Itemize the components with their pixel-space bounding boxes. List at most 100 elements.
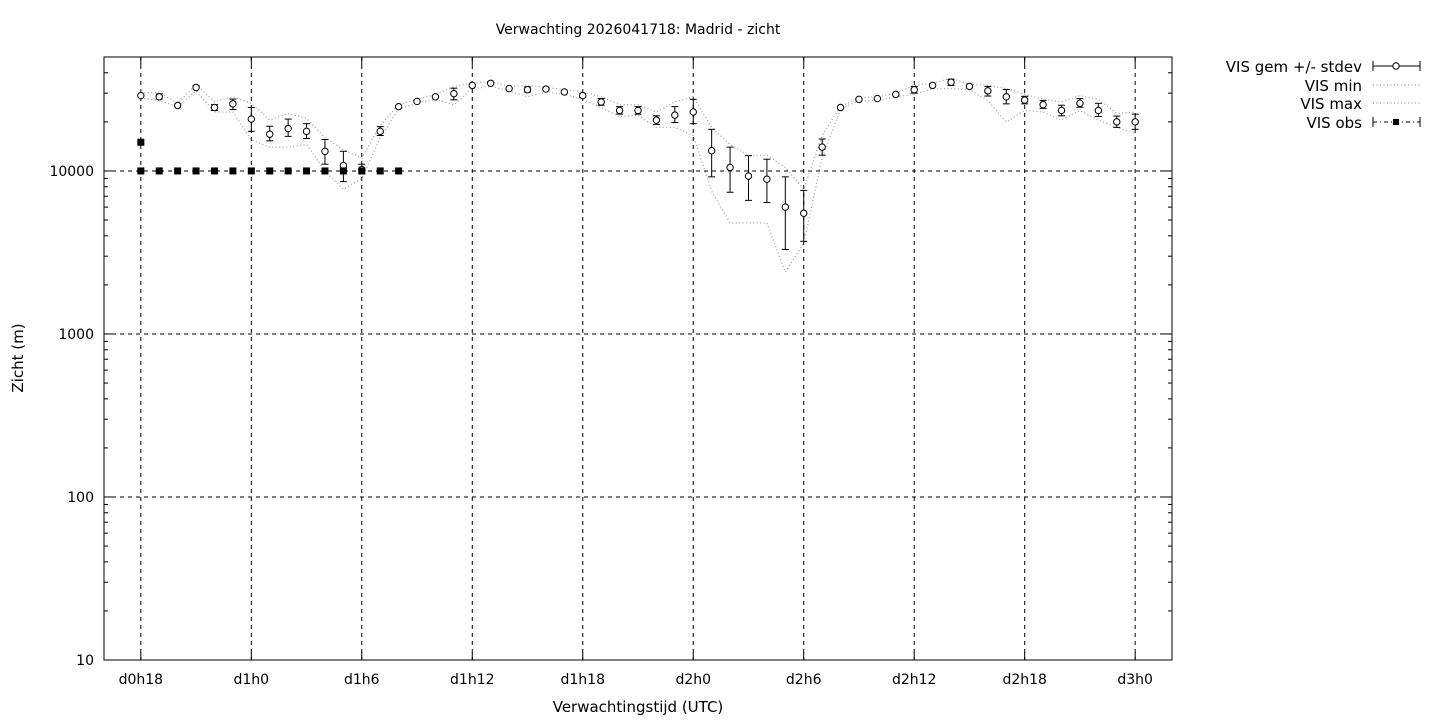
mean-point <box>1039 100 1047 109</box>
legend: VIS gem +/- stdev VIS min VIS max VIS ob… <box>1226 58 1421 132</box>
obs-point <box>321 167 329 175</box>
mean-point <box>247 115 256 123</box>
mean-point <box>634 106 642 115</box>
mean-point <box>579 91 587 100</box>
plot-frame <box>103 56 1173 661</box>
mean-point <box>707 147 716 155</box>
legend-label-max: VIS max <box>1300 95 1362 113</box>
mean-point <box>652 116 661 124</box>
x-tick-label: d2h6 <box>786 672 822 688</box>
series-layer <box>137 77 1139 274</box>
mean-point <box>892 90 900 99</box>
mean-point <box>321 147 329 155</box>
mean-point <box>431 93 440 101</box>
mean-point <box>928 81 937 90</box>
obs-point <box>339 167 347 175</box>
minor-ticks <box>104 56 1172 612</box>
obs-point <box>137 138 145 146</box>
legend-entry-min: VIS min <box>1305 77 1420 95</box>
mean-point <box>965 82 974 91</box>
mean-point <box>542 85 550 93</box>
obs-point <box>229 167 237 175</box>
legend-label-obs: VIS obs <box>1307 114 1363 132</box>
obs-point <box>210 167 218 175</box>
mean-point <box>137 91 145 100</box>
legend-label-mean: VIS gem +/- stdev <box>1226 58 1362 76</box>
mean-point <box>947 78 955 86</box>
obs-point <box>376 167 384 175</box>
obs-point <box>174 167 182 175</box>
mean-point <box>1002 93 1010 101</box>
obs-point <box>247 167 255 175</box>
x-tick-label: d3h0 <box>1117 672 1153 688</box>
x-tick-labels: d0h18 d1h0 d1h6 d1h12 d1h18 d2h0 d2h6 d2h12 d2h1… <box>119 672 1153 688</box>
mean-point <box>763 175 771 183</box>
y-tick-label: 100 <box>67 490 94 506</box>
legend-entry-mean: VIS gem +/- stdev <box>1226 58 1421 76</box>
legend-entry-obs: VIS obs <box>1307 114 1421 132</box>
mean-point <box>376 127 384 136</box>
mean-point <box>855 95 863 104</box>
mean-point <box>266 130 274 138</box>
mean-point <box>1076 99 1084 107</box>
mean-point <box>560 88 569 96</box>
mean-point <box>836 103 845 112</box>
legend-label-min: VIS min <box>1305 77 1362 95</box>
x-tick-label: d1h0 <box>234 672 270 688</box>
mean-point <box>468 81 476 90</box>
x-tick-label: d2h18 <box>1002 672 1046 688</box>
x-tick-label: d2h12 <box>892 672 936 688</box>
mean-point <box>302 127 311 136</box>
mean-point <box>597 98 605 106</box>
y-tick-label: 1000 <box>58 327 94 343</box>
obs-point <box>155 167 163 175</box>
y-tick-label: 10000 <box>49 164 94 180</box>
y-axis-label: Zicht (m) <box>9 323 27 392</box>
mean-point <box>910 86 918 94</box>
mean-point <box>671 111 679 119</box>
obs-point <box>358 167 366 175</box>
y-tick-labels: 10 100 1000 10000 <box>49 164 94 669</box>
mean-point <box>210 103 219 112</box>
chart-title: Verwachting 2026041718: Madrid - zicht <box>496 22 781 38</box>
mean-point <box>1113 118 1121 126</box>
x-tick-label: d1h18 <box>561 672 605 688</box>
mean-point <box>818 143 826 151</box>
obs-point <box>266 167 274 175</box>
obs-point <box>137 167 145 175</box>
mean-point <box>284 124 292 133</box>
obs-point <box>395 167 403 175</box>
grid-lines <box>104 57 1172 661</box>
mean-point <box>229 100 237 108</box>
mean-point <box>1057 106 1066 115</box>
legend-entry-max: VIS max <box>1300 95 1420 113</box>
mean-point <box>394 102 403 111</box>
mean-point <box>505 84 513 93</box>
mean-point <box>155 93 163 101</box>
x-tick-label: d1h6 <box>344 672 380 688</box>
legend-marker-obs <box>1393 119 1399 125</box>
mean-point <box>1094 106 1103 115</box>
mean-point <box>486 79 495 87</box>
y-tick-label: 10 <box>76 653 94 669</box>
mean-point <box>689 108 697 116</box>
mean-point <box>1020 96 1029 104</box>
mean-point <box>744 172 753 180</box>
mean-point <box>873 94 882 103</box>
mean-point <box>173 101 182 110</box>
x-tick-label: d1h12 <box>450 672 494 688</box>
obs-point <box>303 167 311 175</box>
x-tick-label: d0h18 <box>119 672 163 688</box>
legend-marker-mean <box>1392 62 1400 70</box>
x-tick-label: d2h0 <box>675 672 711 688</box>
mean-point <box>1131 118 1139 126</box>
mean-point <box>726 163 734 172</box>
mean-point <box>781 203 790 211</box>
mean-point <box>800 209 808 217</box>
mean-point <box>523 86 532 94</box>
mean-point <box>984 87 992 95</box>
x-axis-label: Verwachtingstijd (UTC) <box>553 698 724 716</box>
mean-point <box>413 97 421 106</box>
